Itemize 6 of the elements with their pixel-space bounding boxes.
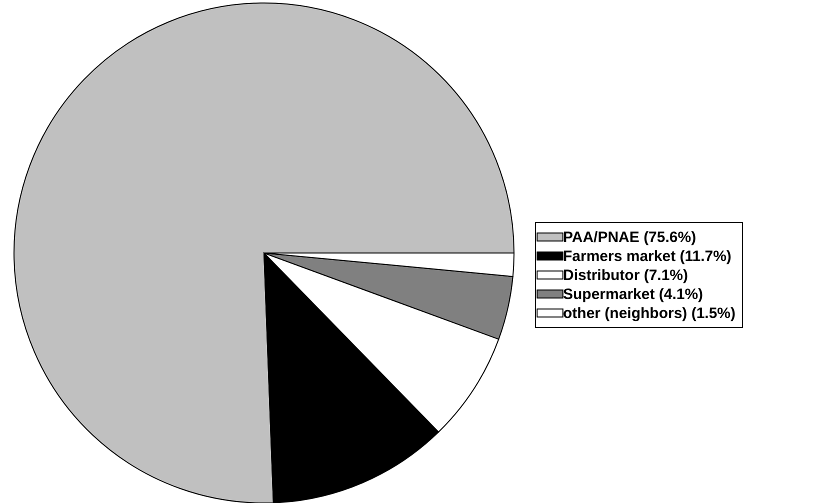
- legend-label: Farmers market (11.7%): [563, 248, 732, 265]
- legend-label: other (neighbors) (1.5%): [563, 305, 736, 322]
- legend-label: Supermarket (4.1%): [563, 286, 704, 303]
- pie-slice: [14, 2, 514, 503]
- legend-label: PAA/PNAE (75.6%): [563, 229, 696, 246]
- legend-label: Distributor (7.1%): [563, 267, 688, 284]
